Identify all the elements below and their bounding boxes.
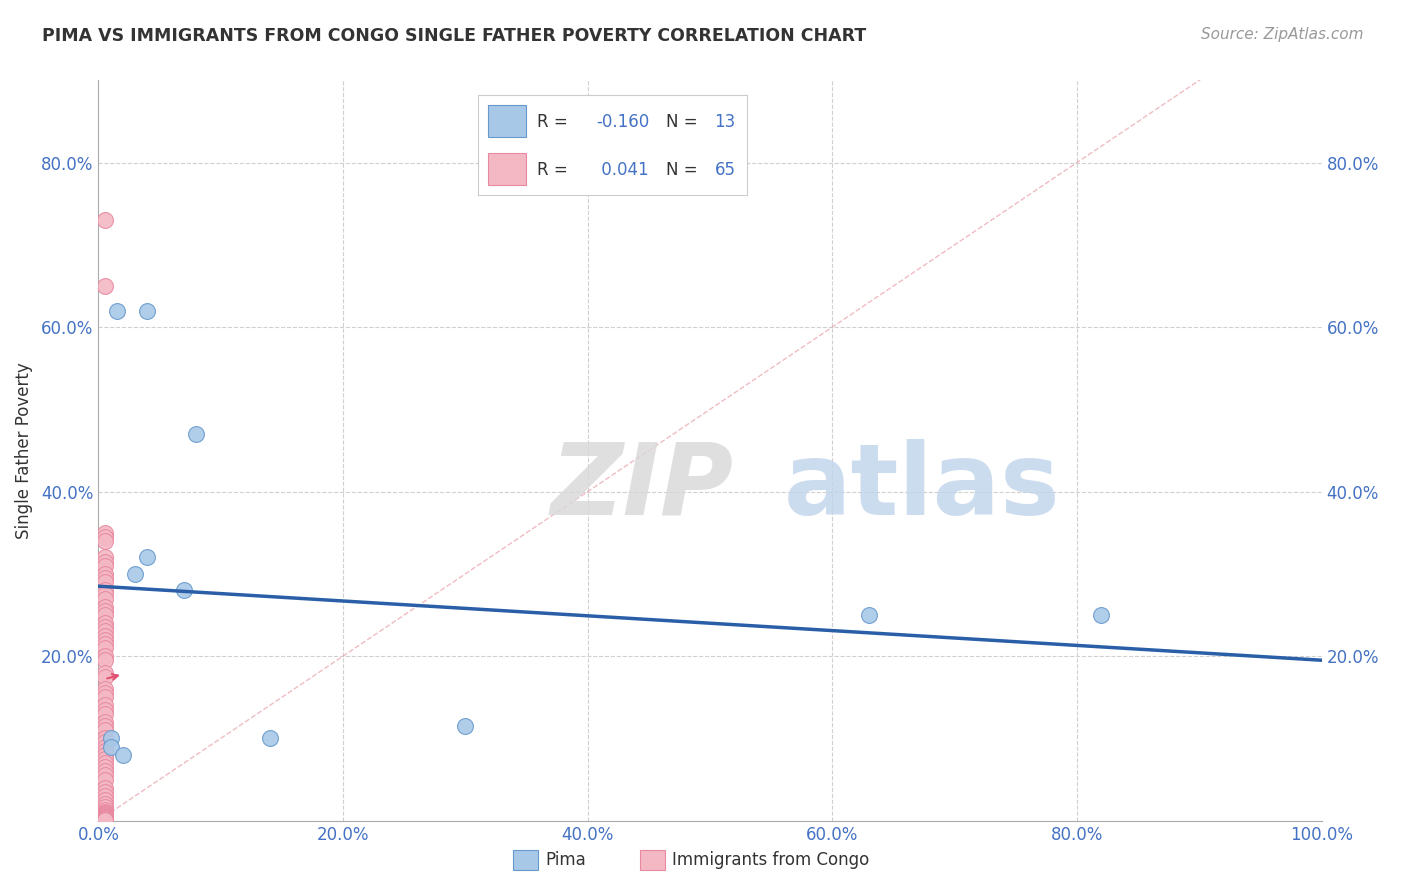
Point bbox=[93, 591, 115, 606]
Point bbox=[93, 686, 115, 700]
Point bbox=[93, 649, 115, 664]
Point bbox=[93, 785, 115, 799]
Text: Source: ZipAtlas.com: Source: ZipAtlas.com bbox=[1201, 27, 1364, 42]
Point bbox=[93, 550, 115, 565]
Point bbox=[93, 566, 115, 581]
Y-axis label: Single Father Poverty: Single Father Poverty bbox=[14, 362, 32, 539]
Text: atlas: atlas bbox=[783, 439, 1060, 536]
Point bbox=[93, 665, 115, 680]
Point bbox=[93, 768, 115, 782]
Point bbox=[93, 632, 115, 647]
Point bbox=[93, 571, 115, 585]
Text: Pima: Pima bbox=[546, 851, 586, 869]
Point bbox=[100, 731, 122, 746]
Point bbox=[124, 566, 146, 581]
Point bbox=[93, 624, 115, 639]
Point bbox=[93, 747, 115, 762]
Point bbox=[1090, 607, 1112, 622]
Point bbox=[93, 808, 115, 822]
Point bbox=[93, 756, 115, 770]
Point bbox=[93, 575, 115, 590]
Point bbox=[105, 303, 128, 318]
Point bbox=[93, 793, 115, 807]
Point bbox=[93, 731, 115, 746]
Point bbox=[93, 698, 115, 713]
Text: ZIP: ZIP bbox=[551, 439, 734, 536]
Point bbox=[93, 808, 115, 822]
Point bbox=[93, 714, 115, 729]
Point bbox=[93, 525, 115, 540]
Point bbox=[93, 735, 115, 749]
Point bbox=[186, 427, 208, 442]
Point bbox=[93, 706, 115, 721]
Point bbox=[93, 599, 115, 614]
Point bbox=[173, 583, 195, 598]
Point bbox=[93, 806, 115, 821]
Point bbox=[93, 533, 115, 548]
Point bbox=[259, 731, 281, 746]
Point bbox=[93, 809, 115, 823]
Point bbox=[93, 752, 115, 766]
Point bbox=[93, 744, 115, 758]
Point bbox=[93, 764, 115, 779]
Point bbox=[93, 558, 115, 573]
Point bbox=[93, 653, 115, 667]
Point bbox=[93, 719, 115, 733]
Point bbox=[93, 703, 115, 717]
Point bbox=[93, 583, 115, 598]
Point bbox=[93, 760, 115, 774]
Point bbox=[93, 607, 115, 622]
Point bbox=[93, 797, 115, 812]
Point bbox=[93, 805, 115, 819]
Point bbox=[93, 587, 115, 601]
Point bbox=[93, 807, 115, 822]
Point bbox=[93, 810, 115, 824]
Point bbox=[93, 640, 115, 655]
Point bbox=[93, 681, 115, 696]
Point bbox=[93, 620, 115, 634]
Point bbox=[93, 800, 115, 814]
Text: PIMA VS IMMIGRANTS FROM CONGO SINGLE FATHER POVERTY CORRELATION CHART: PIMA VS IMMIGRANTS FROM CONGO SINGLE FAT… bbox=[42, 27, 866, 45]
Point bbox=[93, 604, 115, 618]
Text: Immigrants from Congo: Immigrants from Congo bbox=[672, 851, 869, 869]
Point bbox=[93, 530, 115, 544]
Point bbox=[93, 690, 115, 705]
Point bbox=[93, 616, 115, 631]
Point bbox=[111, 747, 134, 762]
Point bbox=[93, 628, 115, 642]
Point bbox=[858, 607, 880, 622]
Point bbox=[93, 812, 115, 826]
Point bbox=[93, 554, 115, 569]
Point bbox=[100, 739, 122, 754]
Point bbox=[93, 789, 115, 803]
Point bbox=[136, 550, 159, 565]
Point bbox=[93, 637, 115, 651]
Point bbox=[93, 813, 115, 827]
Point bbox=[93, 772, 115, 787]
Point bbox=[136, 303, 159, 318]
Point bbox=[93, 279, 115, 293]
Point bbox=[93, 780, 115, 795]
Point bbox=[93, 739, 115, 754]
Point bbox=[454, 719, 477, 733]
Point bbox=[93, 803, 115, 817]
Point bbox=[93, 723, 115, 738]
Point bbox=[93, 670, 115, 684]
Point bbox=[93, 811, 115, 825]
Point bbox=[93, 213, 115, 227]
